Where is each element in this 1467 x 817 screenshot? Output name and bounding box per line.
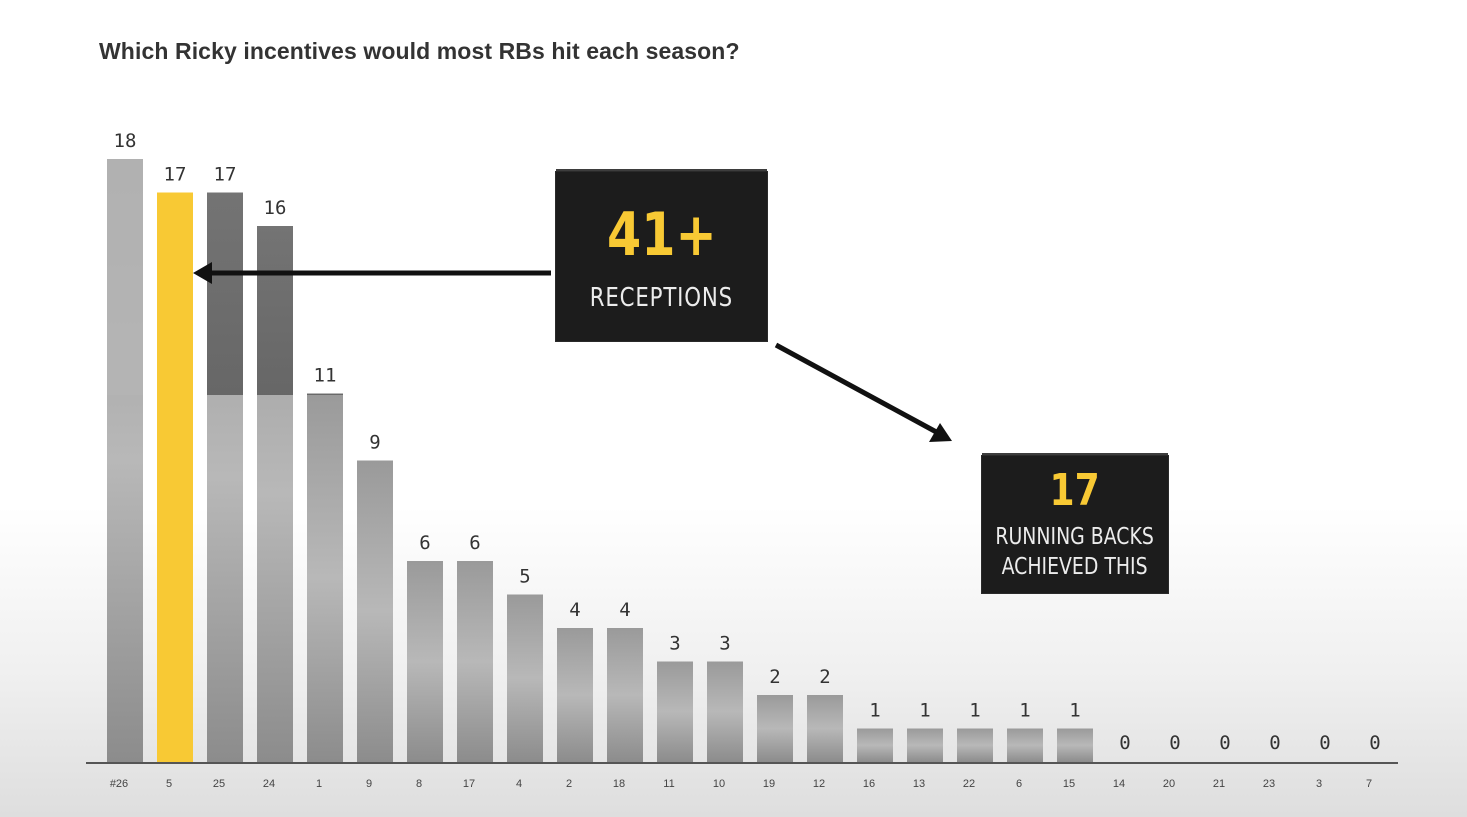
value-label-7: 0 bbox=[1369, 732, 1380, 754]
value-label-11: 3 bbox=[669, 633, 680, 655]
value-label-13: 1 bbox=[919, 700, 930, 722]
running-backs-line-2: ACHIEVED THIS bbox=[1002, 553, 1148, 580]
value-label-6: 1 bbox=[1019, 700, 1030, 722]
bar-2 bbox=[557, 628, 593, 762]
bar-22 bbox=[957, 728, 993, 762]
category-label-4: 4 bbox=[516, 778, 522, 790]
category-label-24: 24 bbox=[263, 778, 275, 790]
value-label-18: 4 bbox=[619, 599, 630, 621]
bar-12 bbox=[807, 695, 843, 762]
running-backs-callout: 17 RUNNING BACKS ACHIEVED THIS bbox=[982, 456, 1168, 593]
value-label-17: 6 bbox=[469, 532, 480, 554]
category-label-25: 25 bbox=[213, 778, 225, 790]
value-label-2: 4 bbox=[569, 599, 580, 621]
category-label-17: 17 bbox=[463, 778, 475, 790]
category-label-16: 16 bbox=[863, 778, 875, 790]
running-backs-line-1: RUNNING BACKS bbox=[995, 523, 1155, 550]
chart-title: Which Ricky incentives would most RBs hi… bbox=[99, 38, 740, 64]
bar-6 bbox=[1007, 728, 1043, 762]
value-label-9: 9 bbox=[369, 432, 380, 454]
bar-8 bbox=[407, 561, 443, 762]
category-label-3: 3 bbox=[1316, 778, 1322, 790]
arrow-to-count bbox=[774, 342, 942, 437]
value-label-1: 11 bbox=[314, 365, 337, 387]
category-label-15: 15 bbox=[1063, 778, 1075, 790]
running-backs-count: 17 bbox=[1049, 464, 1101, 516]
value-label-5: 17 bbox=[164, 164, 187, 186]
value-label-24: 16 bbox=[264, 197, 287, 219]
value-label-22: 1 bbox=[969, 700, 980, 722]
bar-4 bbox=[507, 594, 543, 762]
receptions-value: 41+ bbox=[606, 199, 717, 270]
category-label-8: 8 bbox=[416, 778, 422, 790]
bar-1 bbox=[307, 393, 343, 762]
receptions-callout: 41+ RECEPTIONS bbox=[556, 172, 767, 341]
category-label-21: 21 bbox=[1213, 778, 1225, 790]
value-label-21: 0 bbox=[1219, 732, 1230, 754]
arrow-to-count-head bbox=[929, 423, 952, 442]
value-label-10: 3 bbox=[719, 633, 730, 655]
value-label-12: 2 bbox=[819, 666, 830, 688]
category-label-14: 14 bbox=[1113, 778, 1125, 790]
bar-top-band-26 bbox=[107, 159, 143, 395]
category-label-22: 22 bbox=[963, 778, 975, 790]
bar-16 bbox=[857, 728, 893, 762]
category-label-23: 23 bbox=[1263, 778, 1275, 790]
value-label-26: 18 bbox=[114, 130, 137, 152]
category-label-7: 7 bbox=[1366, 778, 1372, 790]
value-label-4: 5 bbox=[519, 566, 530, 588]
bar-11 bbox=[657, 661, 693, 762]
category-label-6: 6 bbox=[1016, 778, 1022, 790]
value-label-20: 0 bbox=[1169, 732, 1180, 754]
bar-10 bbox=[707, 661, 743, 762]
value-label-19: 2 bbox=[769, 666, 780, 688]
value-label-23: 0 bbox=[1269, 732, 1280, 754]
value-label-16: 1 bbox=[869, 700, 880, 722]
bar-5 bbox=[157, 192, 193, 762]
arrow-to-bar-head bbox=[193, 262, 212, 284]
category-label-5: 5 bbox=[166, 778, 172, 790]
category-label-9: 9 bbox=[366, 778, 372, 790]
category-label-18: 18 bbox=[613, 778, 625, 790]
category-label-13: 13 bbox=[913, 778, 925, 790]
running-backs-label: RUNNING BACKS ACHIEVED THIS bbox=[996, 522, 1154, 582]
category-label-12: 12 bbox=[813, 778, 825, 790]
value-label-14: 0 bbox=[1119, 732, 1130, 754]
bar-18 bbox=[607, 628, 643, 762]
value-label-15: 1 bbox=[1069, 700, 1080, 722]
bar-13 bbox=[907, 728, 943, 762]
value-label-3: 0 bbox=[1319, 732, 1330, 754]
category-label-10: 10 bbox=[713, 778, 725, 790]
category-label-20: 20 bbox=[1163, 778, 1175, 790]
value-label-8: 6 bbox=[419, 532, 430, 554]
category-label-2: 2 bbox=[566, 778, 572, 790]
value-label-25: 17 bbox=[214, 164, 237, 186]
bar-top-band-25 bbox=[207, 192, 243, 395]
bar-9 bbox=[357, 460, 393, 762]
bar-19 bbox=[757, 695, 793, 762]
bar-top-band-1 bbox=[307, 393, 343, 395]
bar-top-band-24 bbox=[257, 226, 293, 395]
bar-17 bbox=[457, 561, 493, 762]
receptions-label: RECEPTIONS bbox=[589, 282, 734, 313]
category-label-11: 11 bbox=[663, 778, 674, 790]
bar-15 bbox=[1057, 728, 1093, 762]
category-label-26: #26 bbox=[110, 778, 128, 790]
category-label-19: 19 bbox=[763, 778, 775, 790]
category-label-1: 1 bbox=[316, 778, 322, 790]
